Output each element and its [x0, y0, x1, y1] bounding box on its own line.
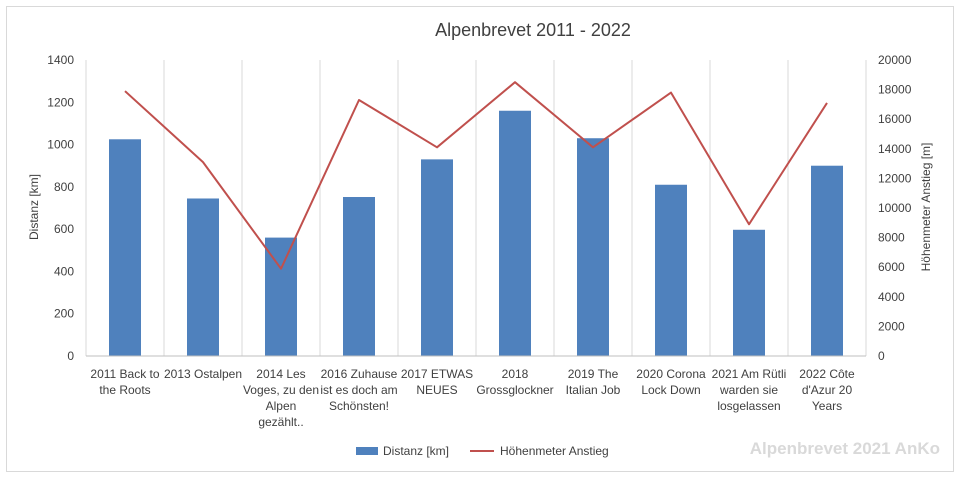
category-label-line: 2019 The: [568, 367, 619, 381]
y2-axis-label: Höhenmeter Anstieg [m]: [919, 143, 933, 272]
category-label-line: 2018: [502, 367, 529, 381]
chart-title: Alpenbrevet 2011 - 2022: [435, 20, 631, 40]
category-label-line: Years: [812, 399, 842, 413]
category-label: 2018 Grossglockner: [476, 367, 553, 397]
category-label-line: losgelassen: [717, 399, 780, 413]
y-axis-label: Distanz [km]: [27, 174, 41, 240]
y2-tick-label: 4000: [878, 290, 905, 304]
bar-series: [109, 110, 843, 356]
legend-label-line: Höhenmeter Anstieg: [500, 444, 609, 458]
legend-label-bars: Distanz [km]: [383, 444, 449, 458]
category-label-line: Alpen: [266, 399, 297, 413]
bar: [187, 198, 219, 356]
legend-swatch-bars: [356, 447, 378, 455]
y2-tick-label: 6000: [878, 260, 905, 274]
left-axis-ticks: 0 200 400 600 800 1000 1200 1400: [47, 53, 74, 363]
bar: [577, 138, 609, 356]
category-label-line: the Roots: [99, 383, 150, 397]
y2-tick-label: 2000: [878, 319, 905, 333]
category-label-line: Italian Job: [566, 383, 621, 397]
bar: [421, 159, 453, 356]
y-tick-label: 1200: [47, 95, 74, 109]
category-label-line: 2022 Côte: [799, 367, 855, 381]
line-series: [124, 81, 828, 270]
y2-tick-label: 16000: [878, 112, 912, 126]
y-tick-label: 800: [54, 180, 74, 194]
right-axis-ticks: 0 2000 4000 6000 8000 10000 12000 14000 16000 180…: [878, 53, 912, 363]
y2-tick-label: 20000: [878, 53, 912, 67]
category-label: 2013 Ostalpen: [164, 367, 242, 381]
y-tick-label: 600: [54, 222, 74, 236]
category-label-line: 2014 Les: [256, 367, 305, 381]
y-tick-label: 0: [67, 349, 74, 363]
category-label: 2014 Les Voges, zu den Alpen gezählt..: [243, 367, 319, 429]
category-label-line: Lock Down: [641, 383, 700, 397]
category-label-line: 2017 ETWAS: [401, 367, 473, 381]
y-tick-label: 200: [54, 307, 74, 321]
y2-tick-label: 14000: [878, 142, 912, 156]
bar: [811, 165, 843, 356]
category-label: 2020 Corona Lock Down: [636, 367, 706, 397]
y-tick-label: 1400: [47, 53, 74, 67]
category-label: 2021 Am Rütli warden sie losgelassen: [712, 367, 787, 413]
bar: [265, 237, 297, 356]
y2-tick-label: 18000: [878, 83, 912, 97]
y-tick-label: 400: [54, 264, 74, 278]
category-label-line: 2016 Zuhause: [321, 367, 398, 381]
category-label: 2016 Zuhause ist es doch am Schönsten!: [320, 367, 397, 413]
y2-tick-label: 10000: [878, 201, 912, 215]
category-label: 2017 ETWAS NEUES: [401, 367, 473, 397]
y2-tick-label: 8000: [878, 231, 905, 245]
category-label-line: ist es doch am: [320, 383, 397, 397]
category-label-line: warden sie: [719, 383, 778, 397]
category-label: 2011 Back to the Roots: [90, 367, 159, 397]
category-label-line: gezählt..: [258, 415, 303, 429]
category-label-line: 2011 Back to: [90, 367, 159, 381]
bar: [499, 110, 531, 356]
category-label: 2022 Côte d'Azur 20 Years: [799, 367, 855, 413]
bar: [655, 184, 687, 356]
y-tick-label: 1000: [47, 138, 74, 152]
legend: Distanz [km] Höhenmeter Anstieg: [356, 444, 609, 458]
bar: [343, 197, 375, 356]
y2-tick-label: 12000: [878, 171, 912, 185]
category-label-line: Schönsten!: [329, 399, 389, 413]
gridlines: [85, 60, 867, 356]
bar: [109, 139, 141, 356]
category-label-line: Voges, zu den: [243, 383, 319, 397]
category-label-line: 2021 Am Rütli: [712, 367, 787, 381]
category-label-line: 2020 Corona: [636, 367, 706, 381]
category-label-line: d'Azur 20: [802, 383, 853, 397]
watermark: Alpenbrevet 2021 AnKo: [750, 439, 940, 458]
category-label-line: Grossglockner: [476, 383, 553, 397]
category-label-line: NEUES: [416, 383, 457, 397]
category-label-line: 2013 Ostalpen: [164, 367, 242, 381]
category-label: 2019 The Italian Job: [566, 367, 621, 397]
line-path: [124, 81, 828, 270]
bar: [733, 229, 765, 356]
y2-tick-label: 0: [878, 349, 885, 363]
